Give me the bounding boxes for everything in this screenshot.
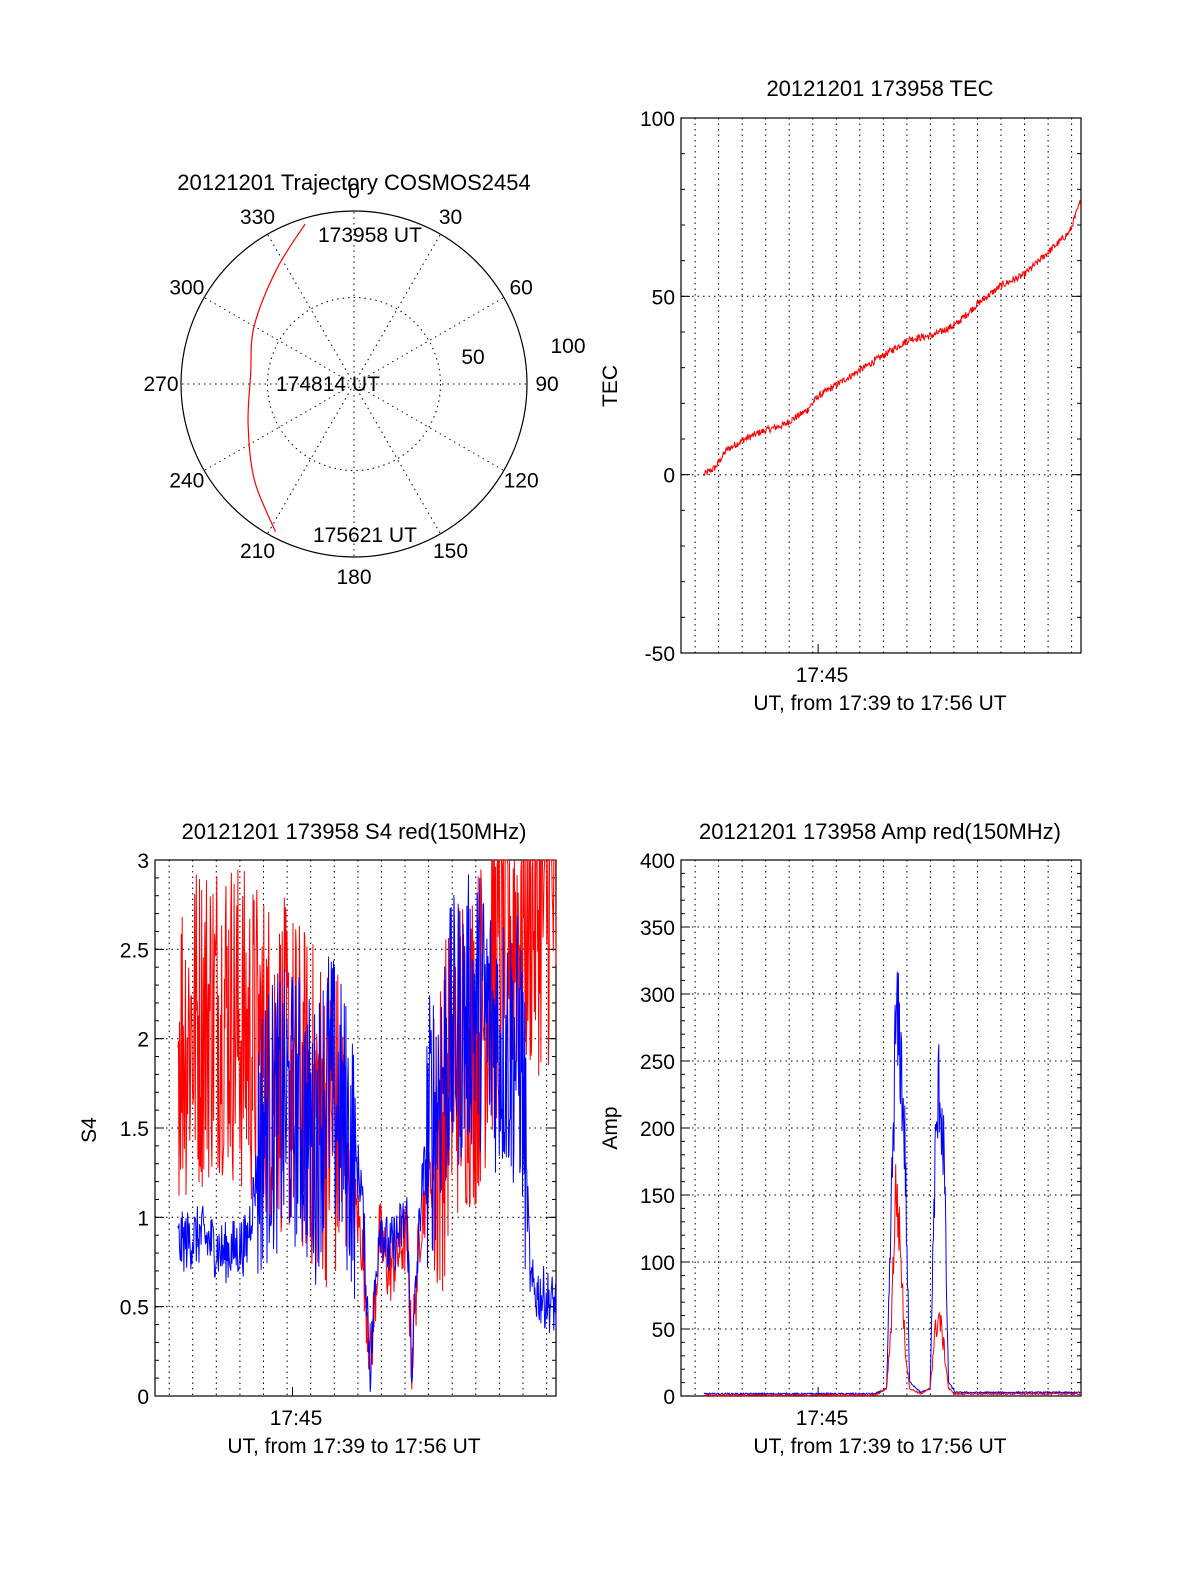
track-end-label: 175621 UT — [313, 524, 417, 547]
azimuth-label-330: 330 — [240, 206, 275, 229]
amp-ytick-label: 300 — [640, 984, 675, 1007]
amp-plot-frame — [680, 859, 1082, 1397]
amp-xtick-1745: 17:45 — [796, 1407, 849, 1430]
tec-panel: 20121201 173958 TEC -50 0 50 100 17:45 UT, … — [599, 76, 1082, 715]
s4-ytick-label: 2 — [137, 1029, 149, 1052]
amp-ytick-label: 400 — [640, 850, 675, 873]
amp-ytick-label: 100 — [640, 1252, 675, 1275]
amp-ytick-label: 200 — [640, 1118, 675, 1141]
polar-spoke-150 — [353, 383, 441, 535]
polar-spoke-300 — [203, 297, 355, 385]
trajectory-title: 20121201 Trajectory COSMOS2454 — [177, 170, 530, 195]
polar-spoke-30 — [353, 233, 441, 385]
azimuth-label-180: 180 — [336, 566, 371, 589]
azimuth-label-120: 120 — [504, 470, 539, 493]
azimuth-label-90: 90 — [535, 373, 558, 396]
tec-xtick-1745: 17:45 — [796, 664, 849, 687]
tec-xlabel: UT, from 17:39 to 17:56 UT — [753, 692, 1006, 715]
s4-ytick-label: 1.5 — [120, 1118, 149, 1141]
tec-ytick-label: 0 — [663, 465, 675, 488]
azimuth-label-30: 30 — [439, 206, 462, 229]
azimuth-label-300: 300 — [169, 277, 204, 300]
radial-label-100: 100 — [550, 335, 585, 358]
amp-ylabel: Amp — [599, 1106, 622, 1149]
s4-title: 20121201 173958 S4 red(150MHz) — [182, 819, 527, 844]
s4-ytick-label: 0.5 — [120, 1297, 149, 1320]
azimuth-label-150: 150 — [433, 540, 468, 563]
amp-panel: 20121201 173958 Amp red(150MHz) 0 50 100 15… — [599, 819, 1082, 1458]
amp-ytick-label: 50 — [652, 1319, 675, 1342]
s4-ylabel: S4 — [78, 1117, 101, 1143]
amp-ytick-label: 350 — [640, 917, 675, 940]
radial-label-50: 50 — [461, 346, 484, 369]
s4-series-blue — [177, 874, 557, 1392]
trajectory-track — [247, 223, 306, 532]
tec-ytick-label: 50 — [652, 286, 675, 309]
amp-xlabel: UT, from 17:39 to 17:56 UT — [753, 1435, 1006, 1458]
polar-outer-ring — [180, 210, 528, 558]
azimuth-label-270: 270 — [143, 373, 178, 396]
s4-ytick-label: 2.5 — [120, 939, 149, 962]
amp-series-blue — [703, 971, 1082, 1397]
tec-ytick-label: -50 — [645, 643, 675, 666]
amp-series-red — [703, 1164, 1082, 1398]
azimuth-label-60: 60 — [509, 277, 532, 300]
s4-xlabel: UT, from 17:39 to 17:56 UT — [227, 1435, 480, 1458]
polar-inner-ring — [267, 297, 441, 471]
azimuth-label-240: 240 — [169, 470, 204, 493]
s4-xtick-1745: 17:45 — [270, 1407, 323, 1430]
amp-ytick-label: 250 — [640, 1051, 675, 1074]
polar-spoke-210 — [267, 383, 355, 535]
track-start-label: 173958 UT — [318, 224, 422, 247]
s4-ytick-label: 0 — [137, 1386, 149, 1409]
amp-ytick-label: 0 — [663, 1386, 675, 1409]
amp-title: 20121201 173958 Amp red(150MHz) — [699, 819, 1061, 844]
polar-spoke-240 — [203, 383, 355, 471]
track-mid-label: 174814 UT — [276, 373, 380, 396]
azimuth-label-210: 210 — [240, 540, 275, 563]
s4-panel: 20121201 173958 S4 red(150MHz) 0 0.5 1 1.5 2… — [78, 819, 557, 1458]
tec-ytick-label: 100 — [640, 108, 675, 131]
tec-ylabel: TEC — [599, 365, 622, 407]
s4-ytick-label: 1 — [137, 1207, 149, 1230]
azimuth-label-0: 0 — [348, 180, 360, 203]
polar-spoke-60 — [353, 297, 505, 385]
trajectory-panel: 20121201 Trajectory COSMOS2454 0 30 60 90 12… — [143, 170, 585, 589]
tec-series-TEC — [703, 200, 1082, 476]
tec-plot-frame — [680, 117, 1082, 654]
polar-spoke-330 — [267, 233, 355, 385]
s4-ytick-label: 3 — [137, 850, 149, 873]
tec-title: 20121201 173958 TEC — [766, 76, 993, 101]
polar-spoke-120 — [353, 383, 505, 471]
amp-ytick-label: 150 — [640, 1185, 675, 1208]
